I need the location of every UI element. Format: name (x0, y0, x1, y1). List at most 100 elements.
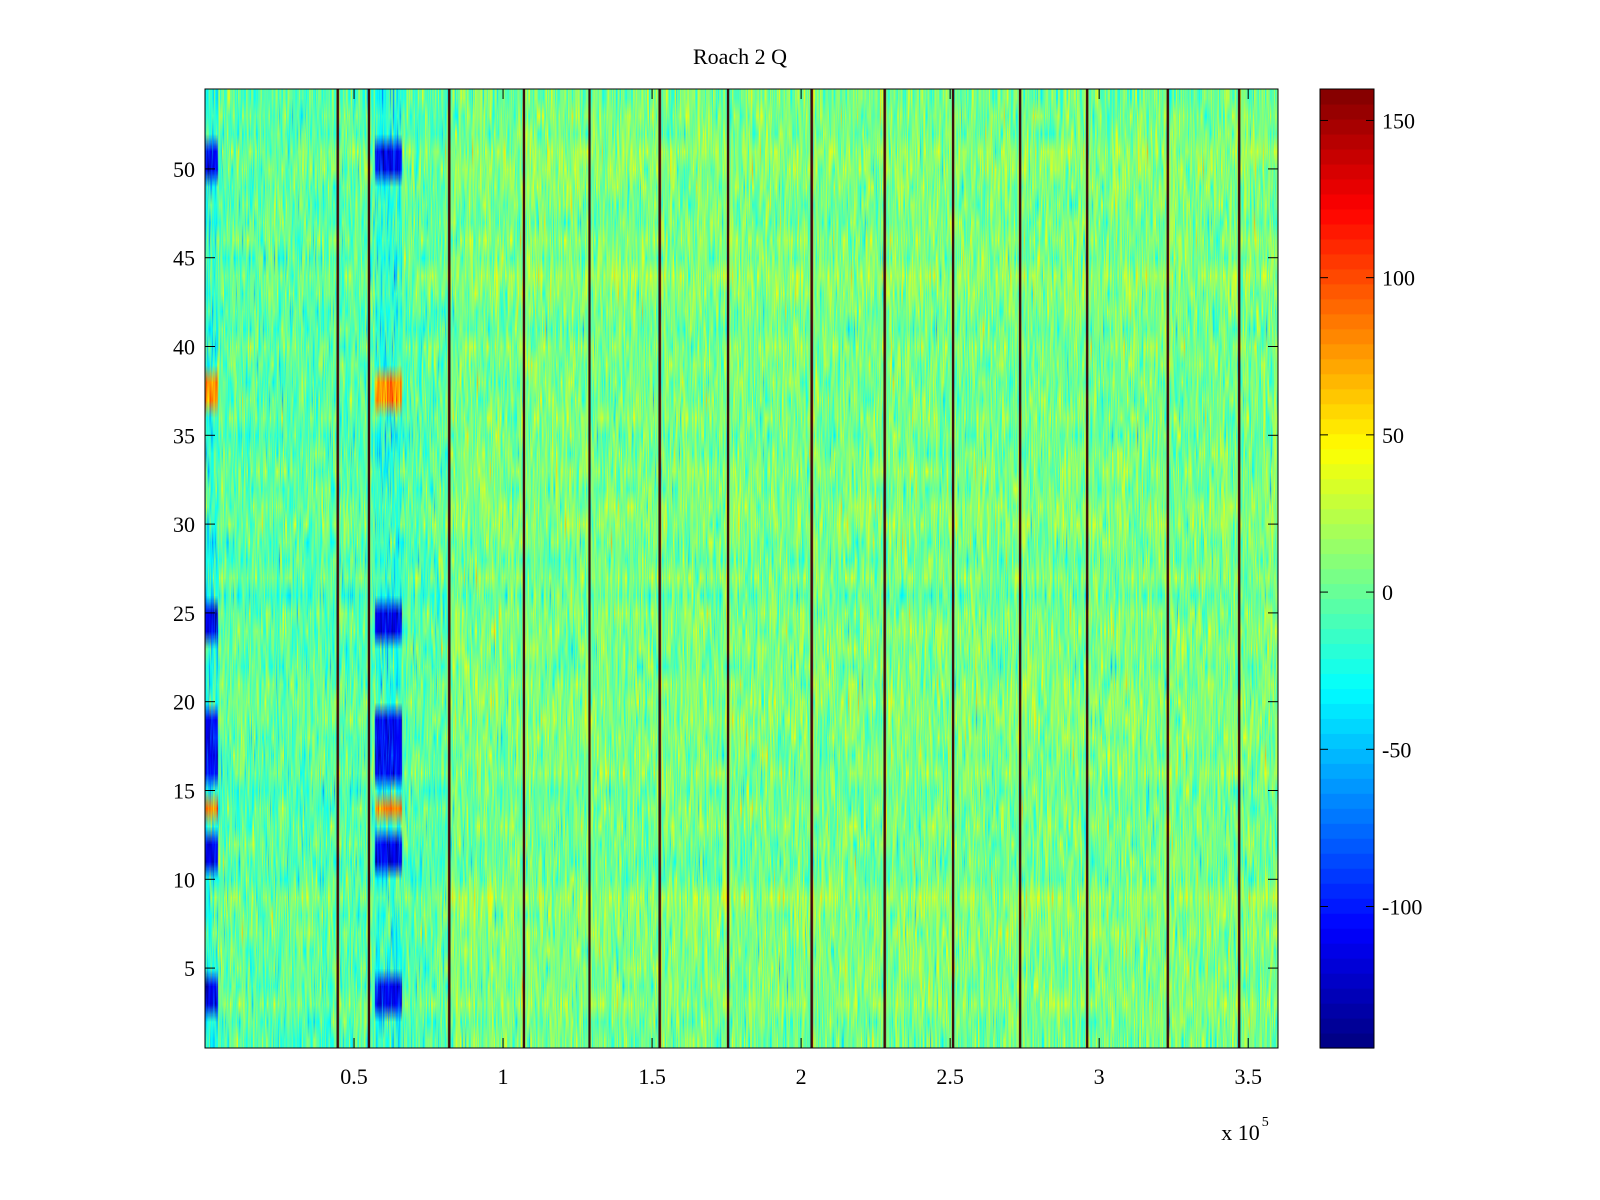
colorbar-band (1320, 718, 1374, 734)
plot-frame (204, 88, 1279, 1049)
colorbar-band (1320, 1033, 1374, 1049)
colorbar-band (1320, 703, 1374, 719)
x-tick-label: 1.5 (638, 1064, 666, 1089)
colorbar-band (1320, 313, 1374, 330)
colorbar-band (1320, 598, 1374, 615)
colorbar-band (1320, 223, 1374, 240)
colorbar-band (1320, 973, 1374, 989)
colorbar-band (1320, 643, 1374, 660)
x-tick-label: 0.5 (340, 1064, 368, 1089)
colorbar-band (1320, 613, 1374, 630)
y-tick-label: 20 (173, 690, 195, 715)
colorbar-band (1320, 163, 1374, 180)
colorbar-band (1320, 89, 1374, 105)
x-axis: 0.5 1 1.5 2 2.5 3 3.5 (340, 89, 1262, 1089)
x-tick-label: 1 (498, 1064, 509, 1089)
y-tick-label: 15 (173, 778, 195, 803)
colorbar-band (1320, 358, 1374, 375)
y-tick-label: 50 (173, 157, 195, 182)
colorbar-band (1320, 793, 1374, 809)
colorbar-axis: 150 100 50 0 -50 -100 (1320, 108, 1422, 920)
colorbar-band (1320, 478, 1374, 495)
colorbar-band (1320, 538, 1374, 555)
colorbar-band (1320, 403, 1374, 420)
colorbar-band (1320, 193, 1374, 210)
colorbar-band (1320, 988, 1374, 1004)
colorbar-band (1320, 418, 1374, 435)
colorbar-band (1320, 1003, 1374, 1019)
y-axis: 5 10 15 20 25 30 35 40 45 50 (173, 157, 1278, 981)
colorbar-band (1320, 778, 1374, 794)
colorbar-band (1320, 298, 1374, 315)
colorbar-tick-label: 150 (1382, 108, 1415, 133)
colorbar-band (1320, 178, 1374, 195)
colorbar-band (1320, 763, 1374, 779)
colorbar-band (1320, 913, 1374, 929)
colorbar-band (1320, 838, 1374, 854)
y-tick-label: 40 (173, 335, 195, 360)
colorbar-band (1320, 808, 1374, 824)
colorbar-band (1320, 688, 1374, 704)
colorbar-band (1320, 103, 1374, 120)
colorbar-band (1320, 1018, 1374, 1034)
y-tick-label: 30 (173, 512, 195, 537)
colorbar-band (1320, 328, 1374, 345)
colorbar-band (1320, 628, 1374, 645)
colorbar-band (1320, 343, 1374, 360)
colorbar-band (1320, 733, 1374, 749)
colorbar-band (1320, 823, 1374, 839)
colorbar-band (1320, 148, 1374, 165)
colorbar-band (1320, 568, 1374, 585)
colorbar-band (1320, 958, 1374, 974)
colorbar-band (1320, 433, 1374, 450)
y-tick-label: 5 (184, 956, 195, 981)
x-exponent-label: x 10 5 (1221, 1115, 1269, 1145)
colorbar-band (1320, 883, 1374, 899)
colorbar-band (1320, 523, 1374, 540)
colorbar-band (1320, 868, 1374, 884)
x-exponent-power: 5 (1262, 1115, 1269, 1130)
colorbar: 150 100 50 0 -50 -100 (1319, 88, 1422, 1049)
x-tick-label: 3.5 (1234, 1064, 1262, 1089)
plot-area: 0.5 1 1.5 2 2.5 3 3.5 5 10 15 20 25 30 35 40 45 50 x 10… (173, 88, 1279, 1145)
colorbar-band (1320, 238, 1374, 255)
colorbar-band (1320, 553, 1374, 570)
x-tick-label: 2.5 (936, 1064, 964, 1089)
colorbar-tick-label: -50 (1382, 737, 1411, 762)
colorbar-tick-label: -100 (1382, 895, 1422, 920)
colorbar-frame (1319, 88, 1375, 1049)
vertical-line-group (336, 89, 1241, 1048)
colorbar-band (1320, 928, 1374, 944)
colorbar-band (1320, 463, 1374, 480)
colorbar-band (1320, 373, 1374, 390)
chart-title: Roach 2 Q (693, 44, 787, 69)
colorbar-band (1320, 583, 1374, 600)
colorbar-band (1320, 898, 1374, 914)
colorbar-band (1320, 673, 1374, 689)
colorbar-band (1320, 388, 1374, 405)
colorbar-band (1320, 943, 1374, 959)
colorbar-band (1320, 748, 1374, 764)
y-tick-label: 25 (173, 601, 195, 626)
x-tick-label: 3 (1094, 1064, 1105, 1089)
colorbar-band (1320, 133, 1374, 150)
colorbar-tick-label: 0 (1382, 580, 1393, 605)
colorbar-band (1320, 448, 1374, 465)
colorbar-band (1320, 508, 1374, 525)
colorbar-gradient (1320, 89, 1374, 1049)
colorbar-band (1320, 253, 1374, 270)
y-tick-label: 35 (173, 423, 195, 448)
x-exponent-base: x 10 (1221, 1120, 1260, 1145)
heatmap-image (205, 89, 1278, 1048)
colorbar-band (1320, 283, 1374, 300)
y-tick-label: 45 (173, 246, 195, 271)
colorbar-band (1320, 208, 1374, 225)
colorbar-band (1320, 853, 1374, 869)
colorbar-band (1320, 493, 1374, 510)
colorbar-band (1320, 268, 1374, 285)
y-tick-label: 10 (173, 867, 195, 892)
x-tick-label: 2 (796, 1064, 807, 1089)
colorbar-band (1320, 118, 1374, 135)
colorbar-tick-label: 100 (1382, 266, 1415, 291)
